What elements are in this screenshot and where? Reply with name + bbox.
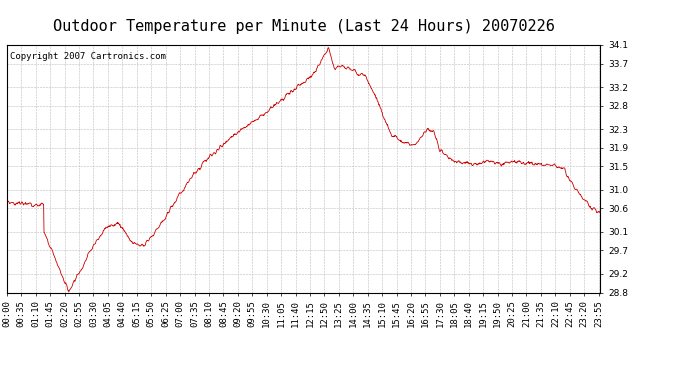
Text: Copyright 2007 Cartronics.com: Copyright 2007 Cartronics.com — [10, 53, 166, 62]
Text: Outdoor Temperature per Minute (Last 24 Hours) 20070226: Outdoor Temperature per Minute (Last 24 … — [52, 19, 555, 34]
